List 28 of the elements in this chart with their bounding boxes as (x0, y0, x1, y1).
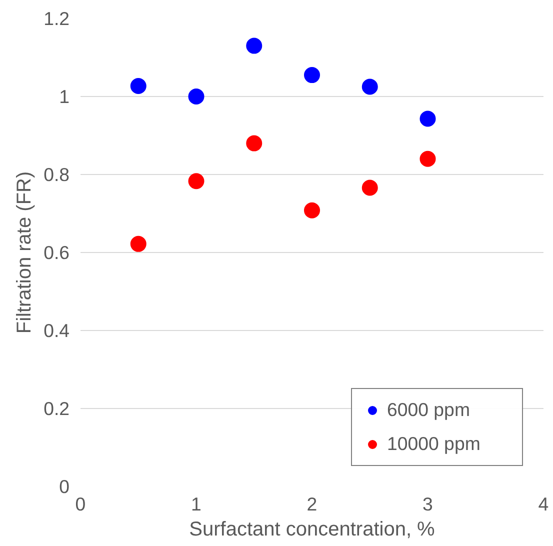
point (130, 78, 146, 94)
point (188, 88, 204, 104)
x-axis-title: Surfactant concentration, % (189, 518, 436, 540)
legend-label: 10000 ppm (387, 433, 482, 455)
point (188, 173, 204, 190)
point (130, 236, 146, 252)
y-tick-label: 0.8 (44, 164, 70, 185)
y-tick-label: 0.6 (44, 242, 70, 263)
legend-label: 6000 ppm (387, 399, 471, 421)
point (304, 202, 320, 218)
y-tick-label: 0.2 (44, 398, 70, 419)
y-tick-label: 1.2 (44, 8, 70, 29)
point (246, 38, 262, 54)
x-tick-label: 1 (191, 494, 202, 514)
point (420, 150, 436, 167)
y-tick-label: 0 (59, 476, 70, 497)
point (246, 135, 262, 152)
y-tick-label: 1 (59, 86, 70, 107)
point (420, 110, 436, 127)
x-tick-label: 3 (422, 494, 433, 514)
y-tick-label: 0.4 (44, 320, 70, 341)
point (304, 67, 320, 84)
x-tick-label: 2 (306, 494, 318, 514)
x-tick-label: 4 (538, 494, 549, 514)
x-tick-label: 0 (75, 494, 86, 514)
point (362, 180, 378, 196)
point (362, 78, 378, 95)
y-axis-title: Filtration rate (FR) (14, 171, 36, 334)
